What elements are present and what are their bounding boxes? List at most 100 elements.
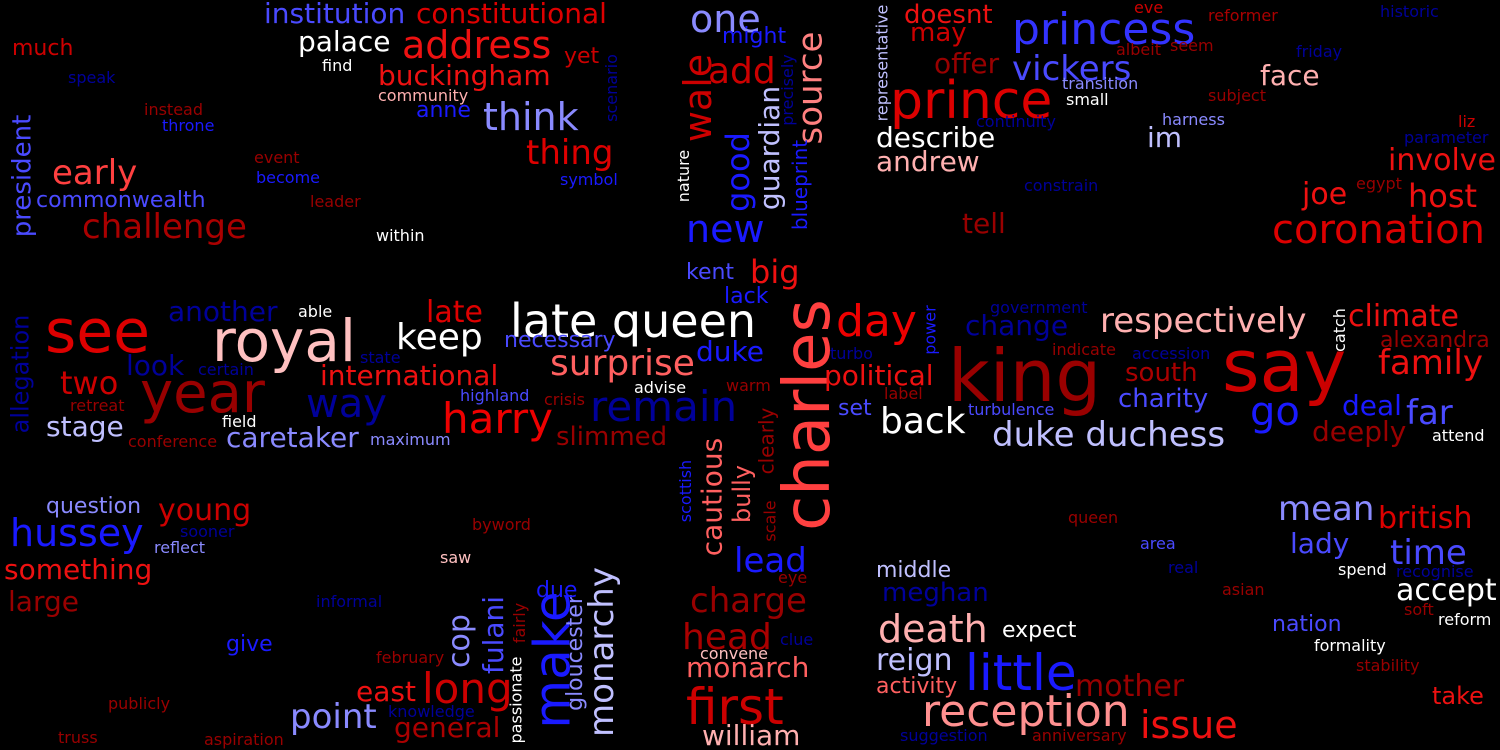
word-passionate: passionate — [505, 656, 525, 744]
word-give: give — [226, 632, 273, 657]
word-parameter: parameter — [1404, 128, 1489, 147]
word-lead: lead — [734, 541, 807, 581]
word-back: back — [880, 401, 966, 442]
word-reflect: reflect — [154, 538, 206, 557]
word-crisis: crisis — [544, 390, 585, 409]
word-reform: reform — [1438, 610, 1492, 629]
word-host: host — [1408, 177, 1478, 215]
word-im: im — [1147, 121, 1183, 154]
word-monarch: monarch — [686, 651, 810, 684]
word-surprise: surprise — [550, 343, 695, 384]
word-first: first — [686, 678, 784, 736]
word-institution: institution — [264, 0, 406, 30]
word-young: young — [158, 493, 252, 528]
word-community: community — [378, 86, 469, 105]
word-joe: joe — [1302, 177, 1348, 212]
word-one: one — [690, 0, 761, 41]
word-think: think — [483, 95, 579, 139]
word-constitutional: constitutional — [416, 0, 607, 30]
word-accept: accept — [1396, 573, 1497, 608]
word-cautious: cautious — [694, 437, 728, 557]
word-address: address — [402, 23, 552, 67]
word-scottish: scottish — [676, 459, 696, 523]
word-event: event — [254, 148, 300, 167]
word-mother: mother — [1075, 669, 1185, 704]
word-speak: speak — [68, 68, 116, 87]
word-warm: warm — [726, 376, 771, 395]
word-leader: leader — [310, 192, 361, 211]
word-field: field — [222, 412, 257, 431]
word-two: two — [60, 364, 119, 402]
word-general: general — [394, 711, 501, 744]
word-involve: involve — [1388, 143, 1497, 178]
word-label: label — [884, 384, 923, 403]
word-coronation: coronation — [1272, 207, 1485, 253]
word-harry: harry — [442, 394, 554, 443]
word-fairly: fairly — [510, 602, 530, 644]
word-real: real — [1168, 558, 1199, 577]
word-stability: stability — [1356, 656, 1420, 675]
word-conference: conference — [128, 432, 218, 451]
word-remain: remain — [590, 382, 738, 431]
word-transition: transition — [1062, 74, 1139, 93]
word-informal: informal — [316, 592, 383, 611]
word-advise: advise — [634, 378, 687, 397]
word-thing: thing — [526, 133, 614, 173]
word-precisely: precisely — [777, 54, 797, 126]
word-due: due — [536, 578, 578, 603]
word-reformer: reformer — [1208, 6, 1278, 25]
word-throne: throne — [162, 116, 215, 135]
word-meghan: meghan — [882, 578, 989, 608]
word-reception: reception — [922, 686, 1130, 737]
word-recognise: recognise — [1396, 562, 1474, 581]
word-monarchy: monarchy — [581, 567, 622, 737]
word-knowledge: knowledge — [388, 702, 475, 721]
word-aspiration: aspiration — [204, 730, 284, 749]
word-something: something — [4, 553, 153, 586]
word-large: large — [8, 585, 79, 618]
word-issue: issue — [1140, 703, 1238, 747]
word-another: another — [168, 295, 278, 328]
word-scenario: scenario — [601, 54, 621, 122]
word-reign: reign — [876, 643, 953, 678]
word-eve: eve — [1134, 0, 1164, 17]
word-late: late — [426, 295, 483, 330]
word-head: head — [682, 617, 772, 658]
word-lady: lady — [1290, 527, 1350, 560]
word-little: little — [965, 644, 1077, 702]
word-set: set — [838, 396, 872, 421]
word-indicate: indicate — [1052, 340, 1116, 359]
word-nature: nature — [674, 149, 694, 203]
word-say: say — [1222, 324, 1347, 408]
word-necessary: necessary — [504, 328, 616, 353]
word-anniversary: anniversary — [1032, 726, 1127, 745]
word-fulani: fulani — [477, 595, 511, 675]
word-byword: byword — [472, 515, 531, 534]
word-expect: expect — [1002, 618, 1077, 643]
word-state: state — [360, 348, 401, 367]
word-family: family — [1378, 343, 1483, 383]
word-british: british — [1378, 501, 1473, 536]
word-big: big — [750, 253, 800, 291]
word-continuity: continuity — [976, 112, 1056, 131]
word-hussey: hussey — [10, 511, 144, 555]
word-asian: asian — [1222, 580, 1265, 599]
word-accession: accession — [1132, 344, 1211, 363]
word-year: year — [140, 361, 265, 426]
word-power: power — [920, 305, 940, 355]
word-buckingham: buckingham — [378, 59, 551, 92]
word-tell: tell — [962, 207, 1006, 240]
word-commonwealth: commonwealth — [36, 188, 206, 213]
word-andrew: andrew — [876, 145, 980, 178]
word-clue: clue — [780, 630, 814, 649]
word-face: face — [1260, 59, 1320, 92]
word-death: death — [878, 607, 988, 651]
word-subject: subject — [1208, 86, 1266, 105]
word-change: change — [965, 309, 1069, 342]
word-constrain: constrain — [1024, 176, 1099, 195]
word-kent: kent — [686, 260, 735, 285]
word-go: go — [1250, 389, 1300, 435]
word-take: take — [1432, 682, 1484, 710]
word-soft: soft — [1404, 600, 1434, 619]
